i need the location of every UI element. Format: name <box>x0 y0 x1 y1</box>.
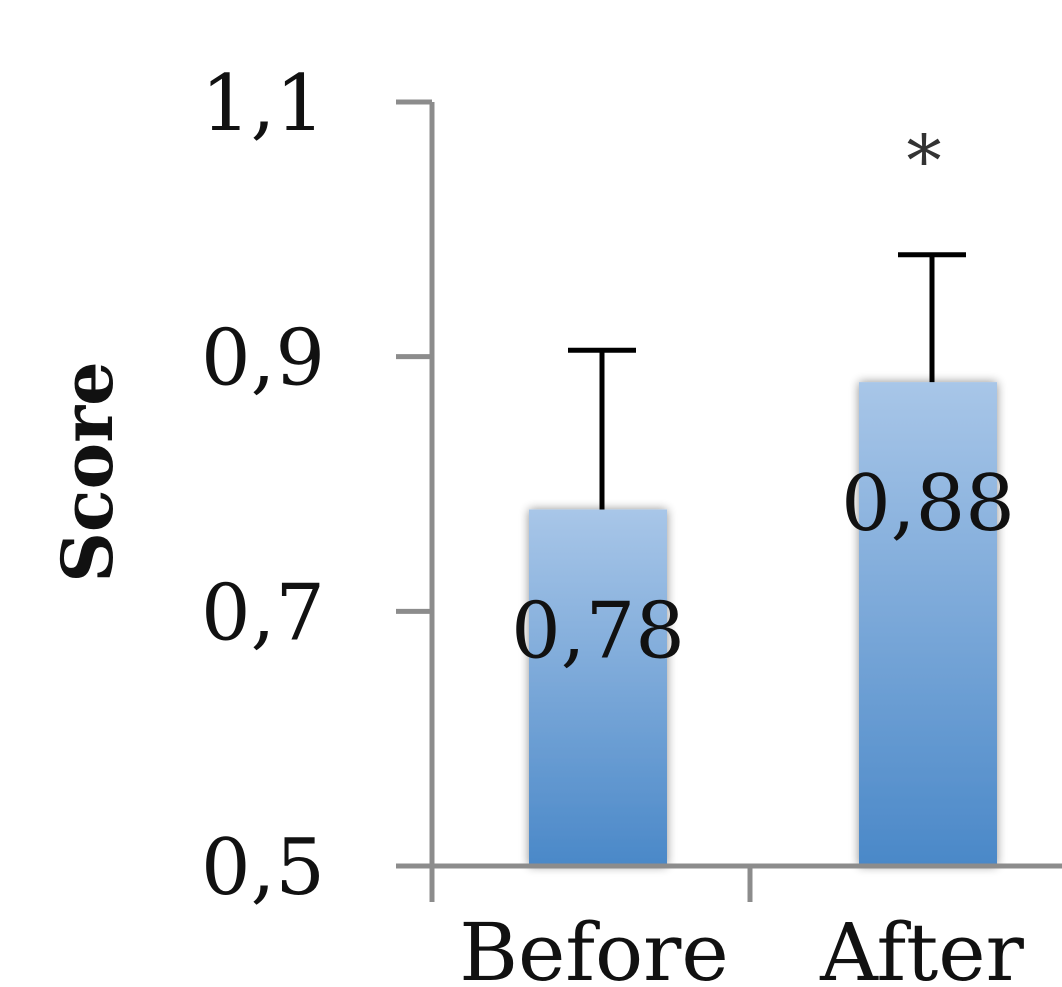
x-tick-label-before: Before <box>459 906 729 982</box>
x-tick-label-after: After <box>819 906 1024 982</box>
data-label-after: 0,88 <box>841 459 1015 549</box>
significance-marker: * <box>907 120 942 202</box>
y-tick-label: 0,7 <box>201 568 325 658</box>
bar-before <box>529 509 667 866</box>
bar-after <box>859 382 997 866</box>
y-axis-title: Score <box>46 361 129 582</box>
y-tick-label: 0,9 <box>201 314 325 404</box>
y-tick-label: 0,5 <box>201 823 325 913</box>
y-tick-label: 1,1 <box>201 59 325 149</box>
data-label-before: 0,78 <box>511 586 685 676</box>
